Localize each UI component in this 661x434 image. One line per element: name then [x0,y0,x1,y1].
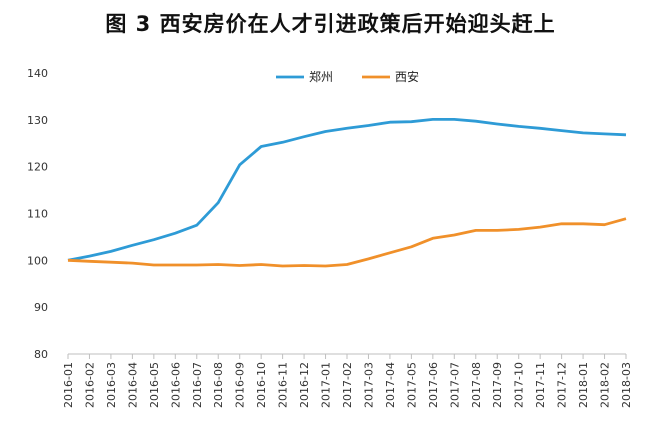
y-tick-label: 110 [27,208,48,221]
x-tick-label: 2016-04 [126,362,139,408]
x-tick-label: 2016-06 [169,362,182,408]
y-tick-label: 80 [34,348,48,361]
x-tick-label: 2017-02 [341,362,354,408]
x-tick-label: 2016-10 [255,362,268,408]
legend-label: 西安 [395,69,419,84]
legend: 郑州 西安 [276,69,419,84]
x-tick-label: 2016-03 [105,362,118,408]
y-tick-label: 90 [34,301,48,314]
x-tick-label: 2016-08 [212,362,225,408]
x-tick-label: 2017-08 [470,362,483,408]
x-tick-label: 2017-04 [384,362,397,408]
x-tick-label: 2016-02 [83,362,96,408]
y-tick-label: 120 [27,161,48,174]
x-tick-label: 2017-07 [448,362,461,408]
x-tick-label: 2018-02 [599,362,612,408]
x-tick-label: 2017-10 [513,362,526,408]
series-line-西安 [67,217,627,268]
x-tick-label: 2018-03 [620,362,633,408]
y-tick-label: 140 [27,67,48,80]
y-tick-label: 130 [27,114,48,127]
x-tick-label: 2017-11 [534,362,547,408]
y-axis: 80 90 100 110 120 130 140 [27,67,48,361]
x-tick-label: 2017-06 [427,362,440,408]
x-tick-label: 2016-07 [191,362,204,408]
series-line-郑州 [67,118,627,262]
x-tick-label: 2016-12 [298,362,311,408]
legend-label: 郑州 [309,69,333,84]
x-tick-label: 2017-01 [320,362,333,408]
chart-title: 图 3 西安房价在人才引进政策后开始迎头赶上 [105,12,556,36]
x-tick-label: 2016-09 [234,362,247,408]
series-lines [67,118,627,268]
x-tick-label: 2016-05 [148,362,161,408]
x-tick-label: 2018-01 [577,362,590,408]
x-tick-label: 2017-09 [491,362,504,408]
y-tick-label: 100 [27,254,48,267]
x-tick-label: 2017-03 [362,362,375,408]
x-axis: 2016-01 2016-02 2016-03 2016-04 2016-05 2016-… [62,353,633,408]
x-tick-label: 2017-12 [556,362,569,408]
x-tick-label: 2016-01 [62,362,75,408]
x-tick-label: 2017-05 [405,362,418,408]
x-tick-label: 2016-11 [277,362,290,408]
